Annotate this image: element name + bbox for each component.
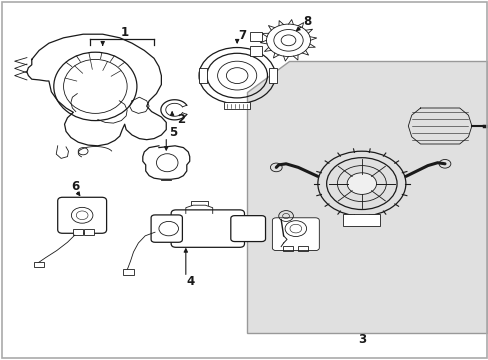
Text: 8: 8 [303,15,310,28]
Text: 5: 5 [169,126,177,139]
FancyBboxPatch shape [34,262,43,267]
Text: 1: 1 [121,26,128,39]
FancyBboxPatch shape [224,102,250,109]
FancyBboxPatch shape [268,68,277,83]
FancyBboxPatch shape [272,218,319,251]
FancyBboxPatch shape [343,214,380,226]
Text: 6: 6 [72,180,80,193]
FancyBboxPatch shape [151,215,182,242]
Polygon shape [246,61,486,333]
FancyBboxPatch shape [58,197,106,233]
FancyBboxPatch shape [198,68,206,83]
FancyBboxPatch shape [249,32,261,41]
FancyBboxPatch shape [84,229,94,235]
FancyBboxPatch shape [249,46,261,56]
FancyBboxPatch shape [171,210,244,247]
FancyBboxPatch shape [122,269,134,275]
Text: 2: 2 [177,113,184,126]
Circle shape [346,173,376,194]
Text: 7: 7 [238,29,245,42]
FancyBboxPatch shape [73,229,82,235]
Text: 4: 4 [186,275,194,288]
FancyBboxPatch shape [230,216,265,242]
Text: 3: 3 [357,333,365,346]
